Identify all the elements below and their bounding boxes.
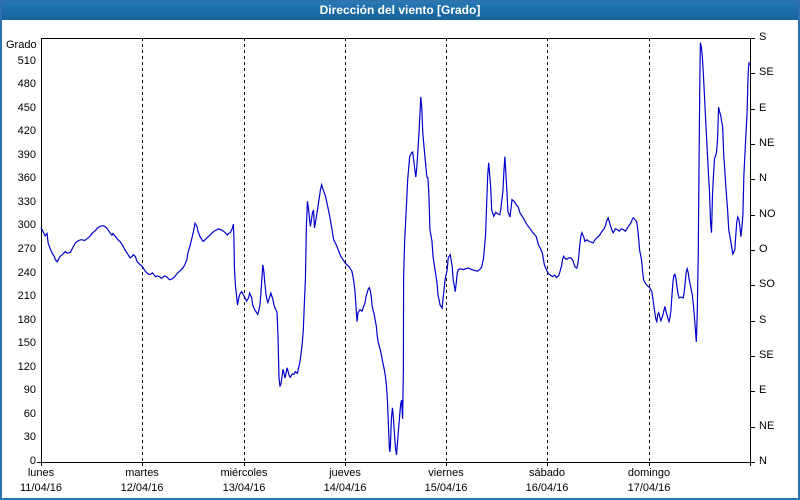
y-axis-title: Grado <box>6 39 37 51</box>
compass-tick-label: SE <box>759 66 774 78</box>
compass-tick-label: SE <box>759 349 774 361</box>
y-tick-label: 450 <box>17 102 36 114</box>
y-tick-label: 90 <box>23 384 36 396</box>
y-tick-label: 420 <box>17 125 36 137</box>
y-tick-label: 0 <box>29 455 36 467</box>
compass-tick-label: S <box>759 314 767 326</box>
compass-tick-label: NO <box>759 208 776 220</box>
y-tick-label: 330 <box>17 196 36 208</box>
chart-title-bar: Dirección del viento [Grado] <box>0 0 800 20</box>
compass-tick-label: NE <box>759 137 775 149</box>
y-tick-label: 120 <box>17 361 36 373</box>
series-line <box>40 42 751 455</box>
compass-tick-label: SO <box>759 278 775 290</box>
day-name-label: lunes <box>27 467 55 479</box>
y-tick-label: 270 <box>17 243 36 255</box>
y-tick-label: 510 <box>17 55 36 67</box>
day-name-label: viernes <box>428 467 464 479</box>
y-tick-label: 240 <box>17 267 36 279</box>
day-date-label: 17/04/16 <box>627 482 671 494</box>
day-name-label: martes <box>125 467 159 479</box>
compass-tick-label: E <box>759 384 767 396</box>
day-date-label: 15/04/16 <box>424 482 468 494</box>
day-name-label: miércoles <box>220 467 268 479</box>
compass-tick-label: N <box>759 172 767 184</box>
plot-frame <box>41 38 751 463</box>
day-date-label: 12/04/16 <box>120 482 164 494</box>
compass-tick-label: N <box>759 455 767 467</box>
compass-tick-label: S <box>759 31 767 43</box>
day-date-label: 11/04/16 <box>19 482 62 494</box>
y-tick-label: 480 <box>17 78 36 90</box>
y-tick-label: 300 <box>17 219 36 231</box>
compass-tick-label: NE <box>759 420 775 432</box>
compass-tick-label: O <box>759 243 768 255</box>
day-date-label: 16/04/16 <box>525 482 569 494</box>
y-tick-label: 30 <box>23 431 36 443</box>
y-tick-label: 390 <box>17 149 36 161</box>
day-name-label: domingo <box>627 467 671 479</box>
chart-title: Dirección del viento [Grado] <box>319 3 481 17</box>
day-date-label: 13/04/16 <box>222 482 266 494</box>
day-date-label: 14/04/16 <box>323 482 367 494</box>
y-tick-label: 210 <box>17 290 36 302</box>
day-name-label: sábado <box>528 467 566 479</box>
day-name-label: jueves <box>329 467 361 479</box>
y-tick-label: 60 <box>23 408 36 420</box>
y-tick-label: 360 <box>17 172 36 184</box>
compass-tick-label: E <box>759 102 767 114</box>
y-tick-label: 150 <box>17 337 36 349</box>
y-tick-label: 180 <box>17 314 36 326</box>
